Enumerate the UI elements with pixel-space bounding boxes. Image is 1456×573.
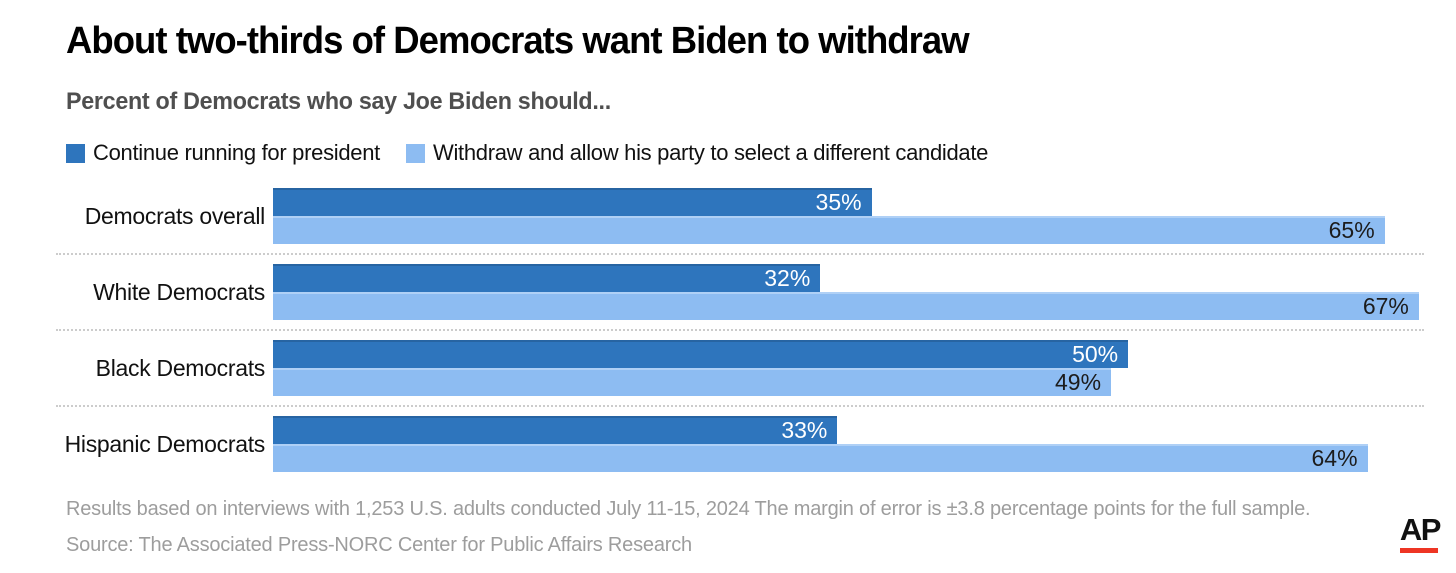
bar-value-suffix: % — [1337, 444, 1358, 471]
legend-label: Withdraw and allow his party to select a… — [432, 140, 989, 165]
bar-row: White Democrats 32% 67% — [0, 264, 1424, 320]
bar-value: 35 — [815, 188, 842, 215]
bar-value-suffix: % — [806, 416, 828, 443]
continue-bar: 33% — [273, 416, 838, 444]
row-separator — [56, 329, 1424, 331]
ap-logo-text: AP — [1399, 512, 1442, 547]
legend-swatch-light-blue — [405, 143, 425, 163]
bar-track: 33% 64% — [273, 416, 1424, 472]
row-separator — [56, 253, 1424, 255]
bar-value: 33 — [781, 416, 807, 443]
legend-swatch-dark-blue — [66, 143, 85, 163]
legend-item-withdraw: Withdraw and allow his party to select a… — [405, 140, 989, 166]
bar-row: Democrats overall 35% 65% — [0, 188, 1424, 244]
ap-logo: AP — [1399, 512, 1442, 553]
bar-value: 32 — [764, 264, 790, 291]
bar-track: 35% 65% — [273, 188, 1424, 244]
bar-value-suffix: % — [789, 264, 811, 291]
withdraw-bar: 64% — [273, 444, 1368, 472]
row-label: Black Democrats — [95, 354, 266, 381]
bar-value: 67 — [1362, 292, 1389, 319]
continue-bar: 35% — [273, 188, 872, 216]
row-label: Hispanic Democrats — [64, 430, 266, 457]
withdraw-bar: 49% — [273, 368, 1112, 396]
bar-value: 50 — [1072, 340, 1098, 367]
bar-value-suffix: % — [1080, 368, 1102, 395]
withdraw-bar: 65% — [273, 216, 1385, 244]
bar-track: 32% 67% — [273, 264, 1424, 320]
chart: Democrats overall 35% 65% White Democrats 32… — [0, 188, 1424, 472]
bar-row: Hispanic Democrats 33% 64% — [0, 416, 1424, 472]
ap-logo-red-bar — [1399, 548, 1438, 553]
row-label: Democrats overall — [84, 202, 266, 229]
bar-value-suffix: % — [1097, 340, 1119, 367]
continue-bar: 32% — [273, 264, 821, 292]
withdraw-bar: 67% — [273, 292, 1419, 320]
legend: Continue running for president Withdraw … — [66, 140, 988, 166]
chart-subtitle: Percent of Democrats who say Joe Biden s… — [66, 88, 611, 115]
row-label: White Democrats — [93, 278, 265, 305]
bar-value: 65 — [1328, 216, 1355, 243]
source-line: Source: The Associated Press-NORC Center… — [66, 534, 692, 556]
bar-value: 64 — [1311, 444, 1338, 471]
chart-title: About two-thirds of Democrats want Biden… — [66, 20, 970, 62]
legend-item-continue: Continue running for president — [66, 140, 380, 166]
legend-label: Continue running for president — [93, 140, 380, 165]
bar-track: 50% 49% — [273, 340, 1424, 396]
bar-value-suffix: % — [1354, 216, 1375, 243]
bar-row: Black Democrats 50% 49% — [0, 340, 1424, 396]
methodology-note: Results based on interviews with 1,253 U… — [66, 498, 1311, 520]
row-separator — [56, 405, 1424, 407]
bar-value: 49 — [1054, 368, 1081, 395]
bar-value-suffix: % — [1388, 292, 1409, 319]
bar-value-suffix: % — [841, 188, 862, 215]
continue-bar: 50% — [273, 340, 1129, 368]
